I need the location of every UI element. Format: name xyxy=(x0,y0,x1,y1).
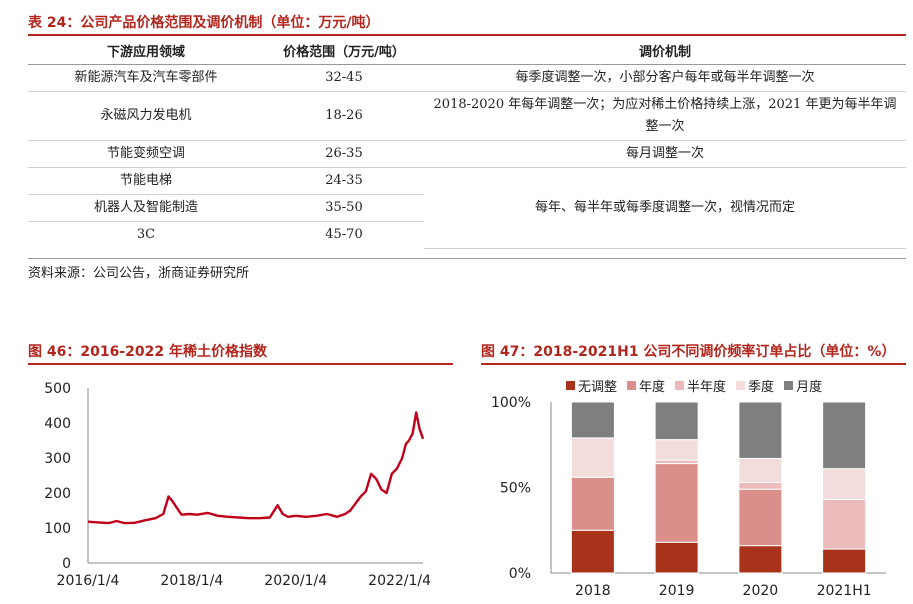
cell-price: 26-35 xyxy=(264,140,424,168)
bar-segment xyxy=(654,439,699,461)
bar-chart-legend: 无调整 年度 半年度 季度 月度 xyxy=(566,376,822,395)
legend-item: 年度 xyxy=(627,376,665,395)
x-tick-label: 2020/1/4 xyxy=(264,573,327,589)
legend-item: 无调整 xyxy=(566,376,617,395)
header-mechanism: 调价机制 xyxy=(424,36,906,65)
price-index-line-chart: 0 100 200 300 400 500 2016/1/4 2018/1/4 2020/1/4… xyxy=(44,381,431,589)
table-row: 新能源汽车及汽车零部件 32-45 每季度调整一次，小部分客户每年或每半年调整一… xyxy=(28,64,906,92)
legend-label: 月度 xyxy=(796,380,823,395)
cell-mechanism: 2018-2020 年每年调整一次；为应对稀土价格持续上涨，2021 年更为每半… xyxy=(424,91,906,141)
y-tick-label: 50% xyxy=(500,481,531,497)
legend-item: 半年度 xyxy=(675,376,726,395)
x-tick-label: 2022/1/4 xyxy=(368,573,431,589)
bar-segment xyxy=(570,476,615,531)
x-tick-label: 2019 xyxy=(659,583,695,599)
bar-segment xyxy=(738,545,783,574)
right-chart-caption: 图 47：2018-2021H1 公司不同调价频率订单占比（单位：%） xyxy=(481,344,896,360)
table-top-rule xyxy=(28,34,906,36)
bar-segment xyxy=(822,498,867,550)
bar-segment xyxy=(654,459,699,465)
cell-field: 节能电梯 xyxy=(28,167,264,195)
cell-field: 机器人及智能制造 xyxy=(28,194,264,222)
legend-label: 年度 xyxy=(639,380,666,395)
cell-field: 3C xyxy=(136,227,156,242)
header-field: 下游应用领域 xyxy=(28,36,264,65)
table-caption: 表 24：公司产品价格范围及调价机制（单位：万元/吨） xyxy=(28,15,380,31)
bar-segment xyxy=(570,437,615,478)
table-row: 机器人及智能制造 35-50 xyxy=(28,194,906,222)
bar-segment xyxy=(738,488,783,547)
right-chart-rule xyxy=(481,363,906,365)
price-table: 下游应用领域 价格范围（万元/吨） 调价机制 新能源汽车及汽车零部件 32-45… xyxy=(28,36,906,249)
y-tick-label: 100% xyxy=(491,395,531,411)
x-tick-label: 2020 xyxy=(743,583,779,599)
cell-price: 18-26 xyxy=(264,91,424,141)
bar-segment xyxy=(738,457,783,483)
left-chart-rule xyxy=(28,363,453,365)
bar-segment xyxy=(822,548,867,574)
legend-label: 无调整 xyxy=(578,380,618,395)
table-row: 节能电梯 24-35 每年、每半年或每季度调整一次，视情况而定 xyxy=(28,167,906,249)
legend-swatch xyxy=(627,381,637,390)
bar-segment xyxy=(570,401,615,439)
y-tick-label: 0% xyxy=(509,566,531,582)
legend-swatch xyxy=(784,381,794,390)
table-row: 3C 45-70 xyxy=(28,222,906,249)
legend-item: 季度 xyxy=(736,376,774,395)
order-share-bar-chart: 0% 50% 100% 2018 2019 2020 2021H1 xyxy=(491,395,886,599)
cell-field: 节能变频空调 xyxy=(28,140,264,168)
left-chart-caption: 图 46：2016-2022 年稀土价格指数 xyxy=(28,344,267,360)
y-tick-label: 500 xyxy=(44,381,71,397)
bar-segment xyxy=(654,401,699,441)
cell-field: 永磁风力发电机 xyxy=(28,91,264,141)
table-source: 资料来源：公司公告，浙商证券研究所 xyxy=(28,266,250,281)
y-tick-label: 200 xyxy=(44,486,71,502)
x-tick-label: 2018/1/4 xyxy=(160,573,223,589)
x-tick-label: 2021H1 xyxy=(817,583,872,599)
legend-swatch xyxy=(736,381,746,390)
y-tick-label: 0 xyxy=(62,556,71,572)
cell-price: 35-50 xyxy=(264,194,424,222)
y-tick-label: 100 xyxy=(44,521,71,537)
header-price: 价格范围（万元/吨） xyxy=(264,36,424,65)
legend-swatch xyxy=(566,381,575,390)
bar-segment xyxy=(822,468,867,500)
bar-segment xyxy=(738,481,783,490)
x-tick-label: 2016/1/4 xyxy=(57,573,120,589)
cell-price: 45-70 xyxy=(325,227,363,242)
cell-mechanism: 每年、每半年或每季度调整一次，视情况而定 xyxy=(424,167,906,249)
bar-segment xyxy=(570,529,615,574)
bar-segment xyxy=(654,541,699,574)
table-header-row: 下游应用领域 价格范围（万元/吨） 调价机制 xyxy=(28,36,906,65)
cell-field: 新能源汽车及汽车零部件 xyxy=(28,64,264,92)
bar-segment xyxy=(654,463,699,543)
cell-mechanism: 每月调整一次 xyxy=(424,140,906,168)
y-tick-label: 300 xyxy=(44,451,71,467)
y-tick-label: 400 xyxy=(44,416,71,432)
bar-segment xyxy=(738,401,783,459)
cell-price: 32-45 xyxy=(264,64,424,92)
cell-mechanism: 每季度调整一次，小部分客户每年或每半年调整一次 xyxy=(424,64,906,92)
table-row: 节能变频空调 26-35 每月调整一次 xyxy=(28,140,906,168)
legend-label: 季度 xyxy=(748,380,775,395)
legend-label: 半年度 xyxy=(687,380,727,395)
x-tick-label: 2018 xyxy=(575,583,611,599)
bar-segment xyxy=(822,401,867,470)
cell-price: 24-35 xyxy=(264,167,424,195)
table-row: 永磁风力发电机 18-26 2018-2020 年每年调整一次；为应对稀土价格持… xyxy=(28,91,906,141)
legend-item: 月度 xyxy=(784,376,822,395)
legend-swatch xyxy=(675,381,685,390)
table-bottom-rule xyxy=(28,258,906,259)
price-index-series-line xyxy=(87,411,425,525)
